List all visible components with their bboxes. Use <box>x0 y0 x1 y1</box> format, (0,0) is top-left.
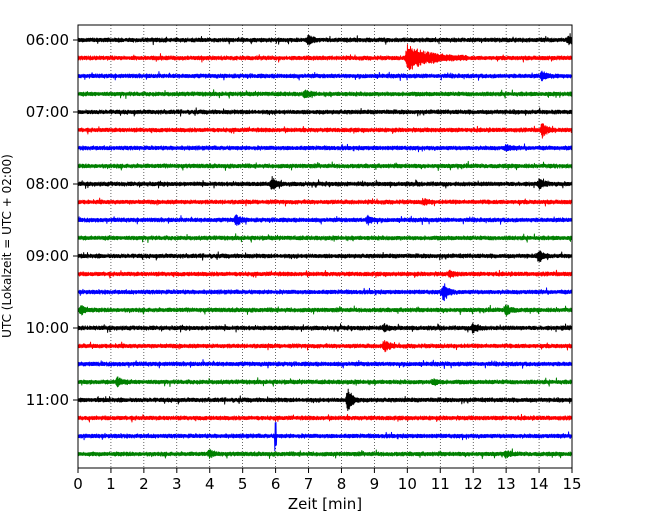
x-tick-label-15: 15 <box>562 475 581 493</box>
x-tick-label-11: 11 <box>431 475 450 493</box>
trace-1045 <box>77 376 573 388</box>
trace-0945 <box>77 304 573 317</box>
trace-0700 <box>77 107 573 117</box>
trace-1030 <box>77 359 573 369</box>
trace-1100 <box>77 388 573 411</box>
trace-1000 <box>77 322 573 334</box>
plot-background <box>78 25 572 468</box>
x-tick-label-9: 9 <box>370 475 380 493</box>
x-tick-label-0: 0 <box>73 475 83 493</box>
x-tick-label-13: 13 <box>497 475 516 493</box>
trace-1015 <box>77 339 573 353</box>
trace-0715 <box>77 123 573 139</box>
trace-0745 <box>77 160 573 171</box>
x-axis-label: Zeit [min] <box>288 495 362 513</box>
y-axis-label: UTC (Lokalzeit = UTC + 02:00) <box>0 154 14 338</box>
trace-0915 <box>77 269 573 279</box>
y-tick-label-4: 10:00 <box>26 319 69 337</box>
trace-0600 <box>77 33 573 46</box>
x-tick-label-7: 7 <box>304 475 314 493</box>
y-tick-label-5: 11:00 <box>26 391 69 409</box>
y-tick-label-1: 07:00 <box>26 103 69 121</box>
trace-0615 <box>77 44 573 71</box>
y-tick-label-3: 09:00 <box>26 247 69 265</box>
trace-0645 <box>77 89 573 99</box>
y-axis-ticks: 06:00 07:00 08:00 09:00 10:00 11:00 <box>26 31 78 409</box>
trace-1130 <box>77 421 573 452</box>
x-tick-label-3: 3 <box>172 475 182 493</box>
trace-1145 <box>77 448 573 459</box>
trace-0730 <box>77 143 573 153</box>
x-axis-ticks: 0 1 2 3 4 5 6 7 8 9 10 11 12 13 14 15 <box>73 468 582 493</box>
trace-0630 <box>77 70 573 82</box>
trace-0800 <box>77 175 573 190</box>
y-tick-label-2: 08:00 <box>26 175 69 193</box>
x-tick-label-8: 8 <box>337 475 347 493</box>
x-tick-label-10: 10 <box>398 475 417 493</box>
trace-0830 <box>77 214 573 227</box>
x-tick-label-6: 6 <box>271 475 281 493</box>
trace-0900 <box>77 250 573 263</box>
vertical-grid <box>110 25 540 468</box>
x-tick-label-2: 2 <box>139 475 149 493</box>
seismic-traces <box>77 33 573 459</box>
x-tick-label-1: 1 <box>106 475 116 493</box>
x-tick-label-12: 12 <box>464 475 483 493</box>
trace-0815 <box>77 197 573 207</box>
trace-1115 <box>77 413 573 423</box>
trace-0930 <box>77 283 573 302</box>
y-tick-label-0: 06:00 <box>26 31 69 49</box>
x-tick-label-5: 5 <box>238 475 248 493</box>
trace-0845 <box>77 233 573 243</box>
x-tick-label-4: 4 <box>205 475 215 493</box>
x-tick-label-14: 14 <box>530 475 549 493</box>
plot-frame <box>77 24 573 469</box>
